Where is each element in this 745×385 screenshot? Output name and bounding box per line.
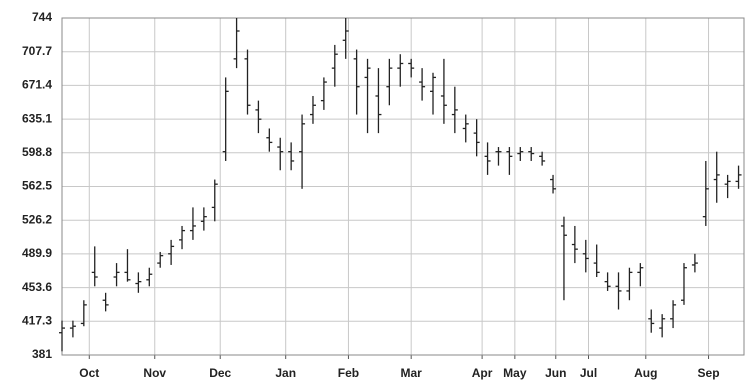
x-tick-label: Dec <box>209 366 231 380</box>
ohlc-bar <box>637 263 644 287</box>
ohlc-bar <box>69 320 76 338</box>
ohlc-bar <box>299 114 306 189</box>
x-tick-label: Jul <box>580 366 597 380</box>
x-tick-label: Aug <box>634 366 657 380</box>
ohlc-bar <box>506 147 513 175</box>
ohlc-bar <box>484 142 491 175</box>
ohlc-bar <box>113 263 120 287</box>
ohlc-bar <box>604 272 611 291</box>
ohlc-bar <box>179 225 186 250</box>
ohlc-bar <box>397 54 404 87</box>
ohlc-bar <box>408 58 415 78</box>
y-tick-label: 489.9 <box>22 246 52 260</box>
y-tick-label: 417.3 <box>22 313 52 327</box>
ohlc-bar <box>309 95 316 124</box>
ohlc-bar <box>724 174 731 199</box>
y-tick-label: 744 <box>32 10 52 24</box>
x-tick-label: Mar <box>401 366 423 380</box>
x-tick-label: Nov <box>143 366 166 380</box>
y-tick-label: 707.7 <box>22 44 52 58</box>
ohlc-bar <box>233 18 240 69</box>
y-tick-label: 526.2 <box>22 212 52 226</box>
y-tick-label: 598.8 <box>22 145 52 159</box>
ohlc-bar <box>277 137 284 171</box>
x-tick-label: Jun <box>545 366 566 380</box>
x-tick-label: Oct <box>79 366 99 380</box>
x-tick-label: Jan <box>275 366 296 380</box>
ohlc-bar <box>222 77 229 161</box>
ohlc-bar <box>419 68 426 101</box>
ohlc-bar <box>244 49 251 115</box>
y-tick-label: 671.4 <box>22 78 52 92</box>
ohlc-bar <box>255 100 262 134</box>
y-tick-label: 381 <box>32 347 52 361</box>
ohlc-bar <box>560 216 567 301</box>
x-tick-label: Feb <box>338 366 359 380</box>
ohlc-bar <box>702 160 709 226</box>
ohlc-bar <box>266 128 273 152</box>
ohlc-bar <box>168 239 175 265</box>
ohlc-bar <box>691 253 698 273</box>
ohlc-bar <box>528 147 535 161</box>
ohlc-bar <box>659 314 666 338</box>
ohlc-bar <box>342 18 349 59</box>
ohlc-bar <box>189 207 196 240</box>
ohlc-bar <box>364 58 371 134</box>
ohlc-bar <box>386 58 393 106</box>
ohlc-bar <box>440 58 447 124</box>
ohlc-bar <box>713 151 720 203</box>
ohlc-bar <box>615 272 622 310</box>
ohlc-bar <box>451 86 458 134</box>
ohlc-bar <box>353 49 360 115</box>
ohlc-bar <box>102 292 109 312</box>
ohlc-bar <box>288 142 295 171</box>
ohlc-bar <box>331 44 338 87</box>
ohlc-bar <box>593 244 600 278</box>
ohlc-bar <box>91 246 98 287</box>
x-tick-label: May <box>503 366 527 380</box>
ohlc-bar <box>473 119 480 157</box>
ohlc-bar <box>146 267 153 287</box>
ohlc-bar <box>735 165 742 189</box>
ohlc-bar <box>211 179 218 222</box>
ohlc-bar <box>80 300 87 327</box>
plot-frame <box>61 17 745 356</box>
ohlc-bar <box>648 309 655 333</box>
ohlc-bar <box>124 249 131 282</box>
ohlc-bar <box>320 77 327 110</box>
ohlc-bar <box>200 207 207 231</box>
ohlc-bar <box>571 225 578 264</box>
ohlc-bar <box>539 151 546 166</box>
ohlc-bar <box>135 272 142 293</box>
y-tick-label: 635.1 <box>22 111 52 125</box>
ohlc-bar <box>462 114 469 143</box>
ohlc-bar <box>670 300 677 329</box>
ohlc-bar <box>626 267 633 301</box>
y-tick-label: 562.5 <box>22 179 52 193</box>
x-tick-label: Apr <box>472 366 493 380</box>
ohlc-bar <box>582 239 589 273</box>
ohlc-bar <box>59 320 65 352</box>
ohlc-bar <box>430 72 437 115</box>
ohlc-bar <box>495 147 502 166</box>
ohlc-bar <box>157 251 164 268</box>
y-tick-label: 453.6 <box>22 280 52 294</box>
x-tick-label: Sep <box>698 366 720 380</box>
ohlc-bar <box>517 147 524 161</box>
ohlc-bar <box>680 263 687 305</box>
ohlc-bar <box>550 174 557 194</box>
ohlc-bar <box>375 68 382 134</box>
